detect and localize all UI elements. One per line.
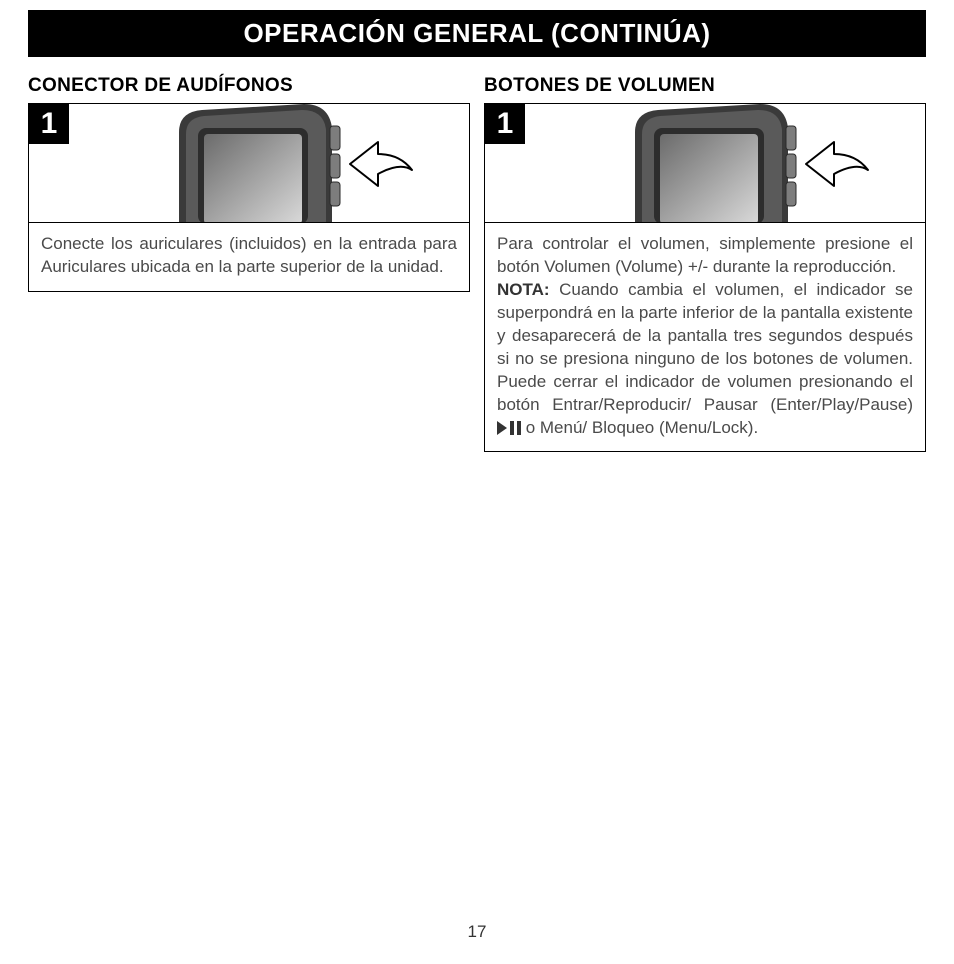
columns: CONECTOR DE AUDÍFONOS 1 xyxy=(28,75,926,452)
right-figure: 1 xyxy=(484,103,926,223)
right-heading: BOTONES DE VOLUMEN xyxy=(484,75,926,97)
right-text-box: Para controlar el volumen, simplemente p… xyxy=(484,223,926,452)
left-text-box: Conecte los auriculares (incluidos) en l… xyxy=(28,223,470,292)
left-heading: CONECTOR DE AUDÍFONOS xyxy=(28,75,470,97)
step-badge: 1 xyxy=(485,104,525,144)
right-column: BOTONES DE VOLUMEN 1 xyxy=(484,75,926,452)
page-number: 17 xyxy=(0,922,954,942)
device-illustration xyxy=(610,104,920,223)
right-para1: Para controlar el volumen, simplemente p… xyxy=(497,234,913,276)
step-badge: 1 xyxy=(29,104,69,144)
nota-body-a: Cuando cambia el volumen, el indicador s… xyxy=(497,280,913,414)
device-illustration xyxy=(154,104,464,223)
page-title-bar: OPERACIÓN GENERAL (CONTINÚA) xyxy=(28,10,926,57)
left-column: CONECTOR DE AUDÍFONOS 1 xyxy=(28,75,470,452)
nota-label: NOTA: xyxy=(497,280,550,299)
play-pause-icon xyxy=(497,421,521,435)
nota-body-b: o Menú/ Bloqueo (Menu/Lock). xyxy=(521,418,758,437)
left-text: Conecte los auriculares (incluidos) en l… xyxy=(41,234,457,276)
left-figure: 1 xyxy=(28,103,470,223)
